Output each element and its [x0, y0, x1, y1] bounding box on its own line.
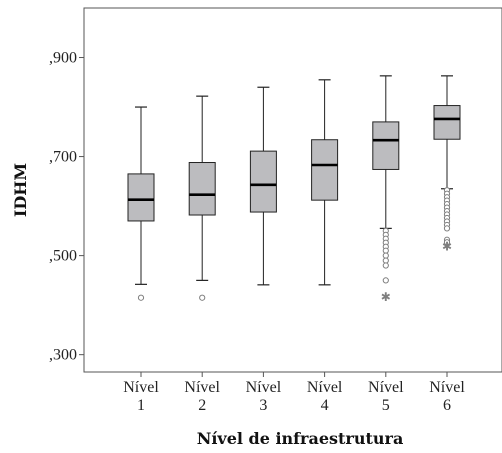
- outlier-circle: [443, 225, 451, 232]
- x-tick-label-line2: 2: [198, 397, 206, 414]
- outlier-star: ✱: [442, 240, 452, 254]
- x-tick-label-line1: Nível: [246, 379, 282, 396]
- iqr-box: [188, 162, 216, 216]
- outlier-circle: [443, 239, 451, 246]
- x-tick-label-line1: Nível: [307, 379, 343, 396]
- outlier-circle: [199, 294, 206, 301]
- x-tick-label-line1: Nível: [429, 379, 465, 396]
- y-axis: ,300 ,500 ,700 ,900: [49, 50, 84, 364]
- outlier-circle: [382, 247, 389, 254]
- y-axis-title: IDHM: [11, 163, 30, 217]
- outlier-circle: [382, 252, 389, 259]
- x-tick-label-line1: Nível: [184, 379, 220, 396]
- iqr-box: [127, 173, 155, 222]
- x-tick-label-line2: 3: [259, 397, 267, 414]
- x-axis-title: Nível de infraestrutura: [197, 429, 404, 448]
- y-tick-label: ,700: [49, 149, 77, 166]
- y-tick-label: ,500: [49, 248, 77, 265]
- outlier-star: ✱: [381, 290, 391, 304]
- iqr-box: [372, 121, 400, 170]
- y-tick-label: ,900: [49, 50, 77, 67]
- iqr-box: [249, 150, 277, 213]
- outlier-circle: [382, 277, 389, 284]
- y-tick-label: ,300: [49, 347, 77, 364]
- x-tick-label-line1: Nível: [368, 379, 404, 396]
- x-tick-label-line2: 6: [443, 397, 451, 414]
- boxes-layer: ✱✱: [127, 75, 461, 304]
- x-tick-label-line1: Nível: [123, 379, 159, 396]
- outlier-circle: [382, 257, 389, 264]
- x-tick-label-line2: 4: [321, 397, 329, 414]
- outlier-circle: [382, 262, 389, 269]
- x-tick-label-line2: 5: [382, 397, 390, 414]
- outlier-circle: [137, 294, 145, 301]
- x-tick-label-line2: 1: [137, 397, 145, 414]
- iqr-box: [311, 139, 339, 201]
- iqr-box: [433, 105, 461, 140]
